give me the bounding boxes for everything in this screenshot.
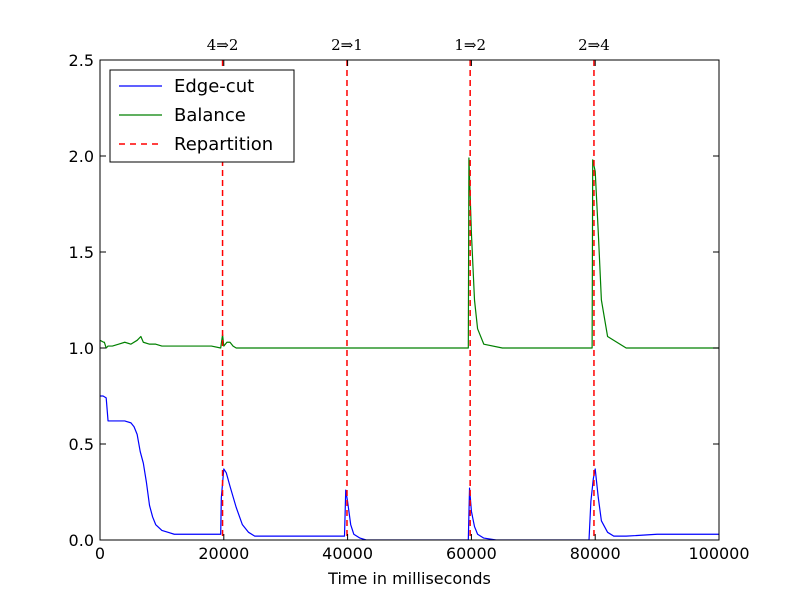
legend-label: Repartition <box>174 134 273 155</box>
y-tick-label: 1.5 <box>69 243 94 262</box>
repartition-label: 4⇒2 <box>207 36 239 54</box>
y-tick-label: 2.5 <box>69 51 94 70</box>
series-line-edge-cut <box>100 395 719 540</box>
legend: Edge-cut Balance Repartition <box>109 69 295 163</box>
axes-frame <box>99 59 720 541</box>
y-tick-label: 2.0 <box>69 147 94 166</box>
labels: 4⇒2 2⇒1 1⇒2 2⇒4 0 20000 40000 60000 80000 100000 0… <box>69 36 750 588</box>
legend-box <box>109 69 295 163</box>
plot-area <box>100 60 719 540</box>
x-tick-label: 20000 <box>198 544 249 563</box>
y-tick-label: 0.5 <box>69 435 94 454</box>
repartition-label: 2⇒1 <box>331 36 363 54</box>
legend-label: Balance <box>174 105 246 126</box>
legend-label: Edge-cut <box>174 76 254 97</box>
x-tick-label: 40000 <box>322 544 373 563</box>
repartition-label: 2⇒4 <box>578 36 610 54</box>
x-axis-label: Time in milliseconds <box>327 569 491 588</box>
axes <box>99 59 720 541</box>
y-tick-label: 0.0 <box>69 531 94 550</box>
x-tick-label: 60000 <box>446 544 497 563</box>
x-tick-label: 80000 <box>570 544 621 563</box>
y-tick-label: 1.0 <box>69 339 94 358</box>
repartition-label: 1⇒2 <box>454 36 486 54</box>
x-tick-label: 100000 <box>688 544 749 563</box>
x-tick-label: 0 <box>95 544 105 563</box>
series-line-balance <box>100 157 719 349</box>
